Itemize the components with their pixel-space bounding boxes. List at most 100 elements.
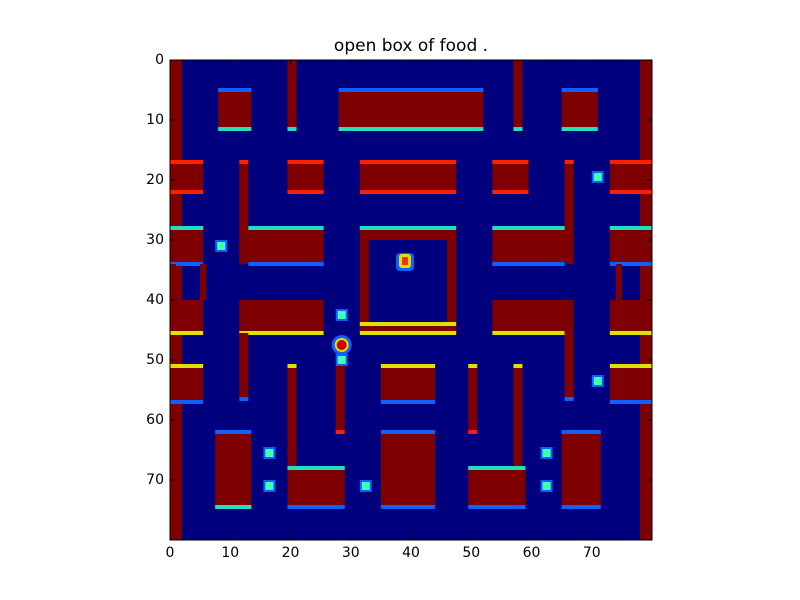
wall-edge-top-28: [170, 364, 204, 368]
wall-block-38: [468, 468, 526, 507]
wall-block-16: [248, 228, 324, 264]
x-tick-label: 10: [221, 545, 240, 561]
wall-block-13: [564, 162, 574, 264]
x-tick-label: 60: [522, 545, 541, 561]
wall-edge-top-17: [492, 226, 565, 230]
wall-edge-bottom-35: [215, 505, 252, 509]
wall-edge-top-13: [564, 160, 574, 164]
wall-edge-bottom-34: [609, 400, 652, 404]
wall-block-6: [513, 60, 523, 129]
wall-edge-bottom-28: [170, 400, 204, 404]
y-tick-label: 0: [155, 52, 164, 68]
wall-edge-top-14: [609, 160, 652, 164]
pellets-layer: [215, 171, 604, 492]
wall-block-4: [287, 60, 297, 129]
chart-title: open box of food .: [333, 36, 489, 56]
wall-block-36: [287, 468, 345, 507]
wall-edge-top-39: [561, 430, 601, 434]
wall-edge-bottom-27: [609, 331, 652, 335]
wall-edge-top-12: [492, 160, 529, 164]
wall-edge-bottom-17: [492, 262, 565, 266]
y-tick-label: 30: [146, 232, 164, 248]
wall-edge-bottom-7: [561, 127, 598, 131]
wall-block-15: [170, 228, 204, 264]
wall-edge-bottom-23: [239, 397, 249, 401]
wall-block-11: [359, 162, 457, 192]
wall-block-12: [492, 162, 529, 192]
wall-edge-bottom-6: [513, 127, 523, 131]
wall-block-22: [239, 300, 324, 333]
wall-edge-bottom-31: [380, 400, 436, 404]
wall-edge-top-36: [287, 466, 345, 470]
wall-edge-bottom-4: [287, 127, 297, 131]
tick-marks: [169, 59, 652, 540]
wall-block-24: [170, 300, 204, 333]
wall-block-10: [287, 162, 324, 192]
wall-block-17: [492, 228, 565, 264]
wall-edge-bottom-8: [170, 190, 204, 194]
wall-block-14: [609, 162, 652, 192]
wall-block-25: [492, 300, 565, 333]
x-tick-label: 40: [402, 545, 420, 561]
x-tick-label: 30: [341, 545, 360, 561]
x-tick-label: 0: [165, 545, 175, 561]
wall-edge-bottom-37: [380, 505, 436, 509]
wall-edge-bottom-12: [492, 190, 529, 194]
wall-block-29: [287, 366, 297, 468]
wall-block-8: [170, 162, 204, 192]
wall-block-43: [359, 324, 457, 333]
wall-edge-top-16: [248, 226, 324, 230]
wall-block-20: [200, 264, 207, 300]
wall-block-31: [380, 366, 436, 402]
wall-block-41: [359, 240, 369, 324]
wall-edge-top-5: [338, 88, 484, 92]
wall-edge-bottom-24: [170, 331, 204, 335]
wall-block-21: [615, 264, 622, 300]
wall-edge-bottom-11: [359, 190, 457, 194]
wall-edge-bottom-39: [561, 505, 601, 509]
wall-edge-bottom-3: [218, 127, 252, 131]
wall-edge-bottom-32: [468, 430, 478, 434]
wall-block-23: [239, 333, 249, 399]
wall-block-19: [170, 264, 177, 300]
wall-edge-top-31: [380, 364, 436, 368]
pellet-2: [593, 173, 602, 181]
wall-edge-bottom-18: [609, 262, 652, 266]
x-tick-label: 50: [462, 545, 481, 561]
wall-block-26: [564, 300, 574, 399]
y-tick-label: 10: [146, 112, 164, 128]
wall-block-42: [447, 240, 457, 324]
pellet-7: [542, 449, 551, 457]
pellet-1: [217, 242, 226, 250]
y-tick-label: 60: [146, 412, 164, 428]
wall-edge-bottom-14: [609, 190, 652, 194]
wall-edge-top-11: [359, 160, 457, 164]
wall-edge-top-7: [561, 88, 598, 92]
wall-block-30: [335, 366, 345, 432]
wall-block-39: [561, 432, 601, 507]
wall-block-9: [239, 162, 249, 264]
wall-edge-top-8: [170, 160, 204, 164]
y-tick-label: 40: [146, 292, 164, 308]
wall-block-7: [561, 90, 598, 129]
agents-layer: [331, 253, 414, 355]
wall-edge-bottom-15: [170, 262, 204, 266]
wall-edge-top-3: [218, 88, 252, 92]
pellet-5: [593, 377, 602, 385]
pellet-8: [265, 482, 274, 490]
wall-edge-bottom-30: [335, 430, 345, 434]
wall-block-5: [338, 90, 484, 129]
wall-edge-top-15: [170, 226, 204, 230]
wall-edge-top-10: [287, 160, 324, 164]
ghost: [401, 257, 408, 265]
pellet-4: [337, 356, 346, 364]
wall-edge-bottom-10: [287, 190, 324, 194]
wall-edge-top-38: [468, 466, 526, 470]
wall-block-35: [215, 432, 252, 507]
pellet-9: [361, 482, 370, 490]
wall-edge-top-43: [359, 322, 457, 326]
pellet-6: [265, 449, 274, 457]
wall-block-34: [609, 366, 652, 402]
